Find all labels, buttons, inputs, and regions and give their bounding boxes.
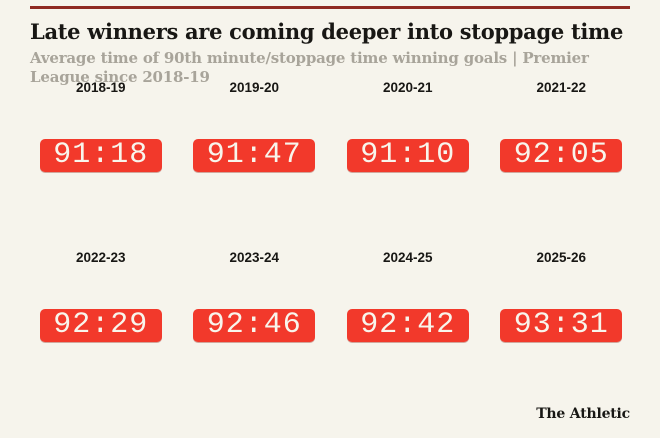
season-cell: 2023-24 92:46 [178,250,332,342]
clock-display: 92:29 [39,309,162,342]
season-label: 2024-25 [382,250,433,265]
the-athletic-logo: The Athletic [536,406,630,422]
season-label: 2019-20 [229,80,280,95]
season-label: 2020-21 [382,80,433,95]
season-label: 2023-24 [229,250,280,265]
season-label: 2022-23 [75,250,126,265]
season-label: 2021-22 [536,80,587,95]
clock-display: 91:18 [39,139,162,172]
season-cell: 2020-21 91:10 [331,80,485,172]
top-accent-rule [30,6,630,9]
season-cell: 2021-22 92:05 [485,80,639,172]
clock-display: 92:42 [346,309,469,342]
season-row-2: 2022-23 92:29 2023-24 92:46 2024-25 92:4… [24,250,638,342]
season-row-1: 2018-19 91:18 2019-20 91:47 2020-21 91:1… [24,80,638,172]
clock-display: 92:05 [500,139,623,172]
season-cell: 2018-19 91:18 [24,80,178,172]
season-cell: 2024-25 92:42 [331,250,485,342]
page-title: Late winners are coming deeper into stop… [30,19,623,44]
clock-display: 93:31 [500,309,623,342]
season-cell: 2025-26 93:31 [485,250,639,342]
clock-display: 92:46 [193,309,316,342]
clock-display: 91:10 [346,139,469,172]
season-cell: 2019-20 91:47 [178,80,332,172]
season-label: 2018-19 [75,80,126,95]
season-cell: 2022-23 92:29 [24,250,178,342]
season-label: 2025-26 [536,250,587,265]
chart-subtitle: Average time of 90th minute/stoppage tim… [30,49,589,86]
clock-display: 91:47 [193,139,316,172]
